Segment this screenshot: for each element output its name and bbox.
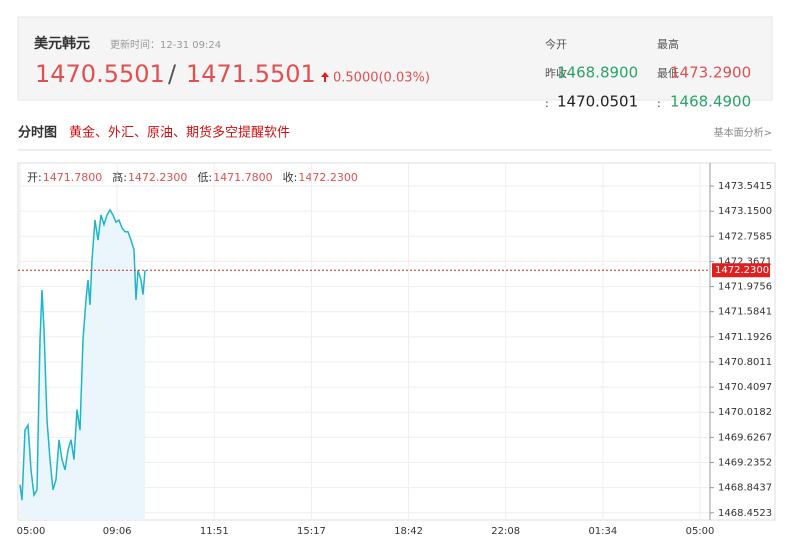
info-label: 开: <box>27 171 42 184</box>
stat-value: 1468.8900 <box>557 64 638 82</box>
y-tick-label: 1472.3671 <box>718 256 772 267</box>
quote-panel <box>17 16 773 101</box>
change: 0.5000(0.03%) <box>333 71 430 86</box>
stat-value: 1468.4900 <box>670 93 751 111</box>
info-value: 1472.2300 <box>128 171 188 184</box>
plot: 1473.5415 1473.1500 1472.7585 1472.3671 1471… <box>17 163 772 537</box>
x-tick-label: 15:17 <box>297 526 326 537</box>
y-tick-label: 1472.7585 <box>718 231 772 242</box>
x-tick-label: 11:51 <box>200 526 229 537</box>
bid: 1470.5501 <box>35 60 165 88</box>
y-tick-label: 1473.1500 <box>718 206 772 217</box>
stat-value: 1473.2900 <box>670 64 751 82</box>
reference-badge <box>712 263 770 278</box>
analysis-link[interactable]: 基本面分析> <box>714 126 772 139</box>
info-label: 高: <box>112 170 127 184</box>
y-tick-label: 1471.1926 <box>718 332 772 343</box>
y-tick-label: 1469.2352 <box>718 458 772 469</box>
y-tick-label: 1470.0182 <box>718 407 772 418</box>
x-tick-label: 01:34 <box>588 526 617 537</box>
x-tick-label: 22:08 <box>491 526 520 537</box>
colon: : <box>545 97 549 110</box>
y-tick-label: 1471.9756 <box>718 282 772 293</box>
y-tick-label: 1469.6267 <box>718 432 772 443</box>
reference-label: 1472.2300 <box>715 265 769 276</box>
stat-label: 最高 <box>657 37 679 51</box>
x-tick-label: 05:00 <box>686 526 715 537</box>
stat-label: 昨收 <box>545 66 567 80</box>
x-tick-label: 18:42 <box>394 526 423 537</box>
x-tick-label: 05:00 <box>17 526 46 537</box>
colon: : <box>657 97 661 110</box>
y-tick-label: 1468.4523 <box>718 508 772 519</box>
stat-value: 1470.0501 <box>557 93 638 111</box>
info-label: 低: <box>197 171 212 184</box>
section-title: 分时图 <box>18 125 57 141</box>
stat-label: 最低 <box>657 67 679 80</box>
up-arrow <box>321 72 329 82</box>
info-value: 1471.7800 <box>43 171 103 184</box>
y-tick-label: 1470.4097 <box>718 382 772 393</box>
info-row: 开: 1471.7800 高: 1472.2300 低: 1471.7800 收: 1472.… <box>27 170 358 184</box>
info-value: 1472.2300 <box>298 171 358 184</box>
ask: 1471.5501 <box>186 60 316 88</box>
info-value: 1471.7800 <box>213 171 273 184</box>
stat-label: 今开 <box>545 37 567 51</box>
info-label: 收: <box>283 170 298 184</box>
y-tick-label: 1470.8011 <box>718 357 772 368</box>
x-tick-label: 09:06 <box>103 526 132 537</box>
price-line <box>19 208 146 501</box>
promo[interactable]: 黄金、外汇、原油、期货多空提醒软件 <box>69 125 290 141</box>
separator: / <box>168 60 177 88</box>
y-tick-label: 1468.8437 <box>718 483 772 494</box>
y-tick-label: 1473.5415 <box>718 181 772 192</box>
update-time: 更新时间：12-31 09:24 <box>110 38 221 51</box>
pair-name: 美元韩元 <box>34 35 90 52</box>
chart-frame <box>17 162 776 521</box>
y-tick-label: 1471.5841 <box>718 307 772 318</box>
